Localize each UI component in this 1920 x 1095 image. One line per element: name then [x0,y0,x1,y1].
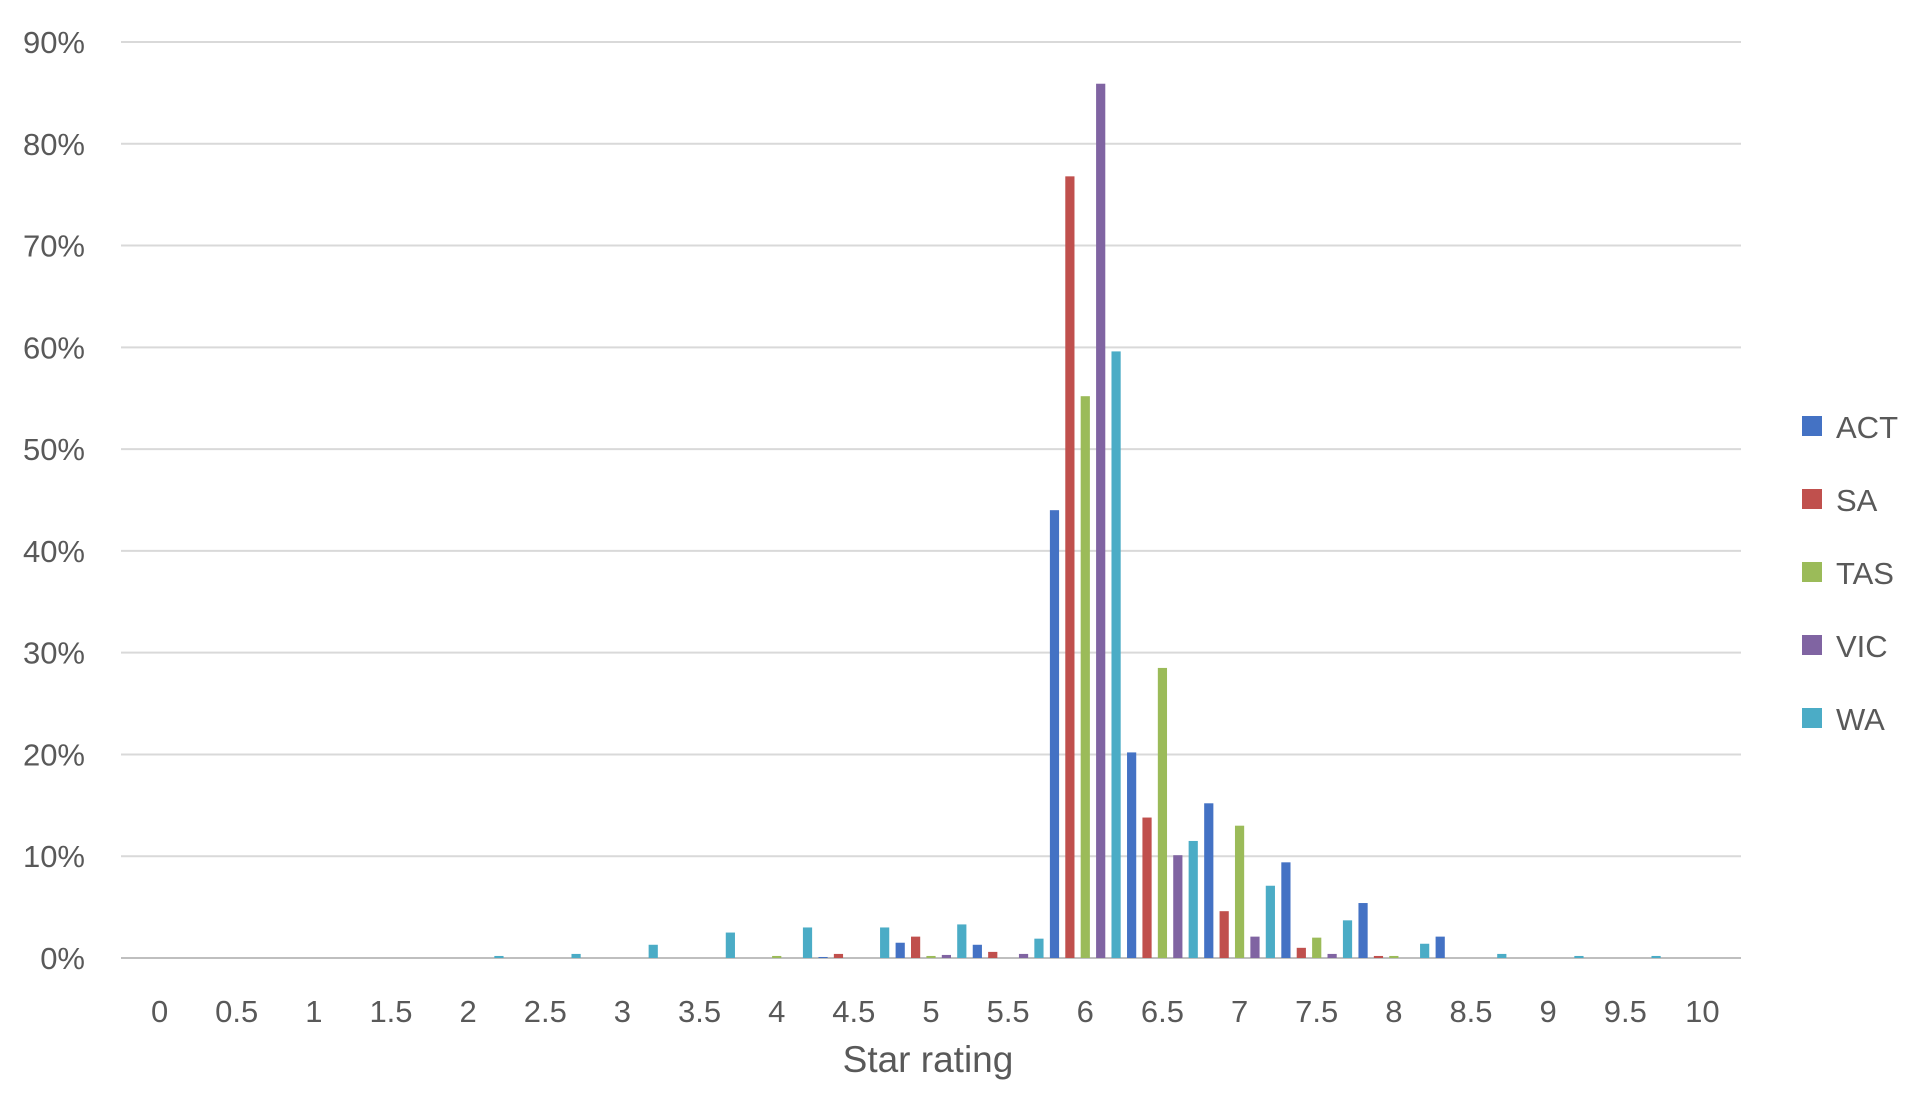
x-tick-label: 3 [614,994,631,1029]
x-axis-ticks: 0 0.5 1 1.5 2 2.5 3 3.5 4 4.5 5 5.5 6 6.5 7 7.5 8 8.5 9 9.5… [151,994,1720,1029]
bar-wa [802,927,813,958]
bar-act [1049,510,1060,958]
legend-label: TAS [1836,556,1894,591]
x-tick-label: 2 [460,994,477,1029]
bar-wa [957,924,967,958]
y-axis-ticks: 0% 10% 20% 30% 40% 50% 60% 70% 80% 90% [23,25,85,976]
bar-wa [1574,955,1584,958]
bar-sa [911,936,921,958]
bar-sa [988,951,998,958]
x-tick-label: 8 [1385,994,1402,1029]
x-tick-label: 9 [1540,994,1557,1029]
x-tick-label: 6 [1077,994,1094,1029]
bar-tas [1312,937,1322,958]
legend-swatch-tas [1802,562,1822,582]
bar-tas [772,955,782,958]
bar-wa [1265,885,1275,958]
bar-wa [1188,840,1198,958]
bar-wa [1034,938,1044,958]
legend-swatch-vic [1802,635,1822,655]
bar-act [972,944,982,958]
bar-act [1127,752,1137,958]
bar-wa [1497,953,1507,958]
bar-wa [725,932,735,958]
y-tick-label: 40% [23,534,85,569]
bar-wa [648,944,658,958]
bar-tas [1234,825,1245,958]
x-tick-label: 9.5 [1604,994,1647,1029]
bar-sa [1219,911,1229,958]
x-tick-label: 7.5 [1295,994,1338,1029]
bar-wa [1342,920,1353,958]
legend-swatch-wa [1802,708,1822,728]
y-tick-label: 80% [23,127,85,162]
x-tick-label: 5 [922,994,939,1029]
legend-swatch-act [1802,416,1822,436]
gridlines [121,41,1741,959]
x-tick-label: 10 [1685,994,1719,1029]
bars [494,83,1661,959]
y-tick-label: 60% [23,330,85,365]
legend-label: WA [1836,702,1885,737]
bar-tas [926,955,936,958]
x-tick-label: 3.5 [678,994,721,1029]
x-tick-label: 6.5 [1141,994,1184,1029]
bar-wa [1420,943,1430,958]
legend-label: SA [1836,483,1878,518]
bar-tas [1080,396,1090,959]
bar-tas [1389,955,1399,958]
bar-wa [494,955,504,958]
bar-wa [1651,955,1661,958]
legend-swatch-sa [1802,489,1822,509]
legend: ACT SA TAS VIC WA [1802,410,1898,737]
x-tick-label: 0.5 [215,994,258,1029]
bar-tas [1157,667,1168,958]
bar-sa [1296,947,1306,958]
x-tick-label: 0 [151,994,168,1029]
y-tick-label: 50% [23,432,85,467]
bar-vic [1173,855,1183,958]
x-tick-label: 8.5 [1449,994,1492,1029]
x-tick-label: 2.5 [524,994,567,1029]
bar-act [1435,936,1445,958]
legend-label: VIC [1836,629,1888,664]
x-axis-title: Star rating [843,1039,1014,1080]
bar-wa [880,927,890,958]
x-tick-label: 5.5 [987,994,1030,1029]
x-tick-label: 4 [768,994,785,1029]
x-tick-label: 7 [1231,994,1248,1029]
bar-sa [1065,176,1075,958]
bar-act [1281,862,1291,958]
y-tick-label: 10% [23,839,85,874]
y-tick-label: 30% [23,636,85,671]
bar-sa [833,953,844,958]
x-tick-label: 1 [305,994,322,1029]
bar-act [1204,803,1214,958]
x-tick-label: 4.5 [832,994,875,1029]
x-tick-label: 1.5 [369,994,412,1029]
y-tick-label: 0% [40,941,85,976]
legend-label: ACT [1836,410,1898,445]
bar-vic [941,954,951,958]
bar-sa [1373,955,1384,958]
bar-act [895,942,905,958]
bar-vic [1096,83,1106,959]
bar-wa [571,953,581,958]
bar-vic [1250,936,1260,958]
bar-act [1358,903,1368,958]
bar-wa [1111,351,1121,959]
y-tick-label: 70% [23,229,85,264]
bar-sa [1142,817,1152,958]
bar-act [818,956,828,958]
y-tick-label: 90% [23,25,85,60]
bar-vic [1327,953,1337,958]
bar-vic [1018,953,1029,958]
y-tick-label: 20% [23,737,85,772]
